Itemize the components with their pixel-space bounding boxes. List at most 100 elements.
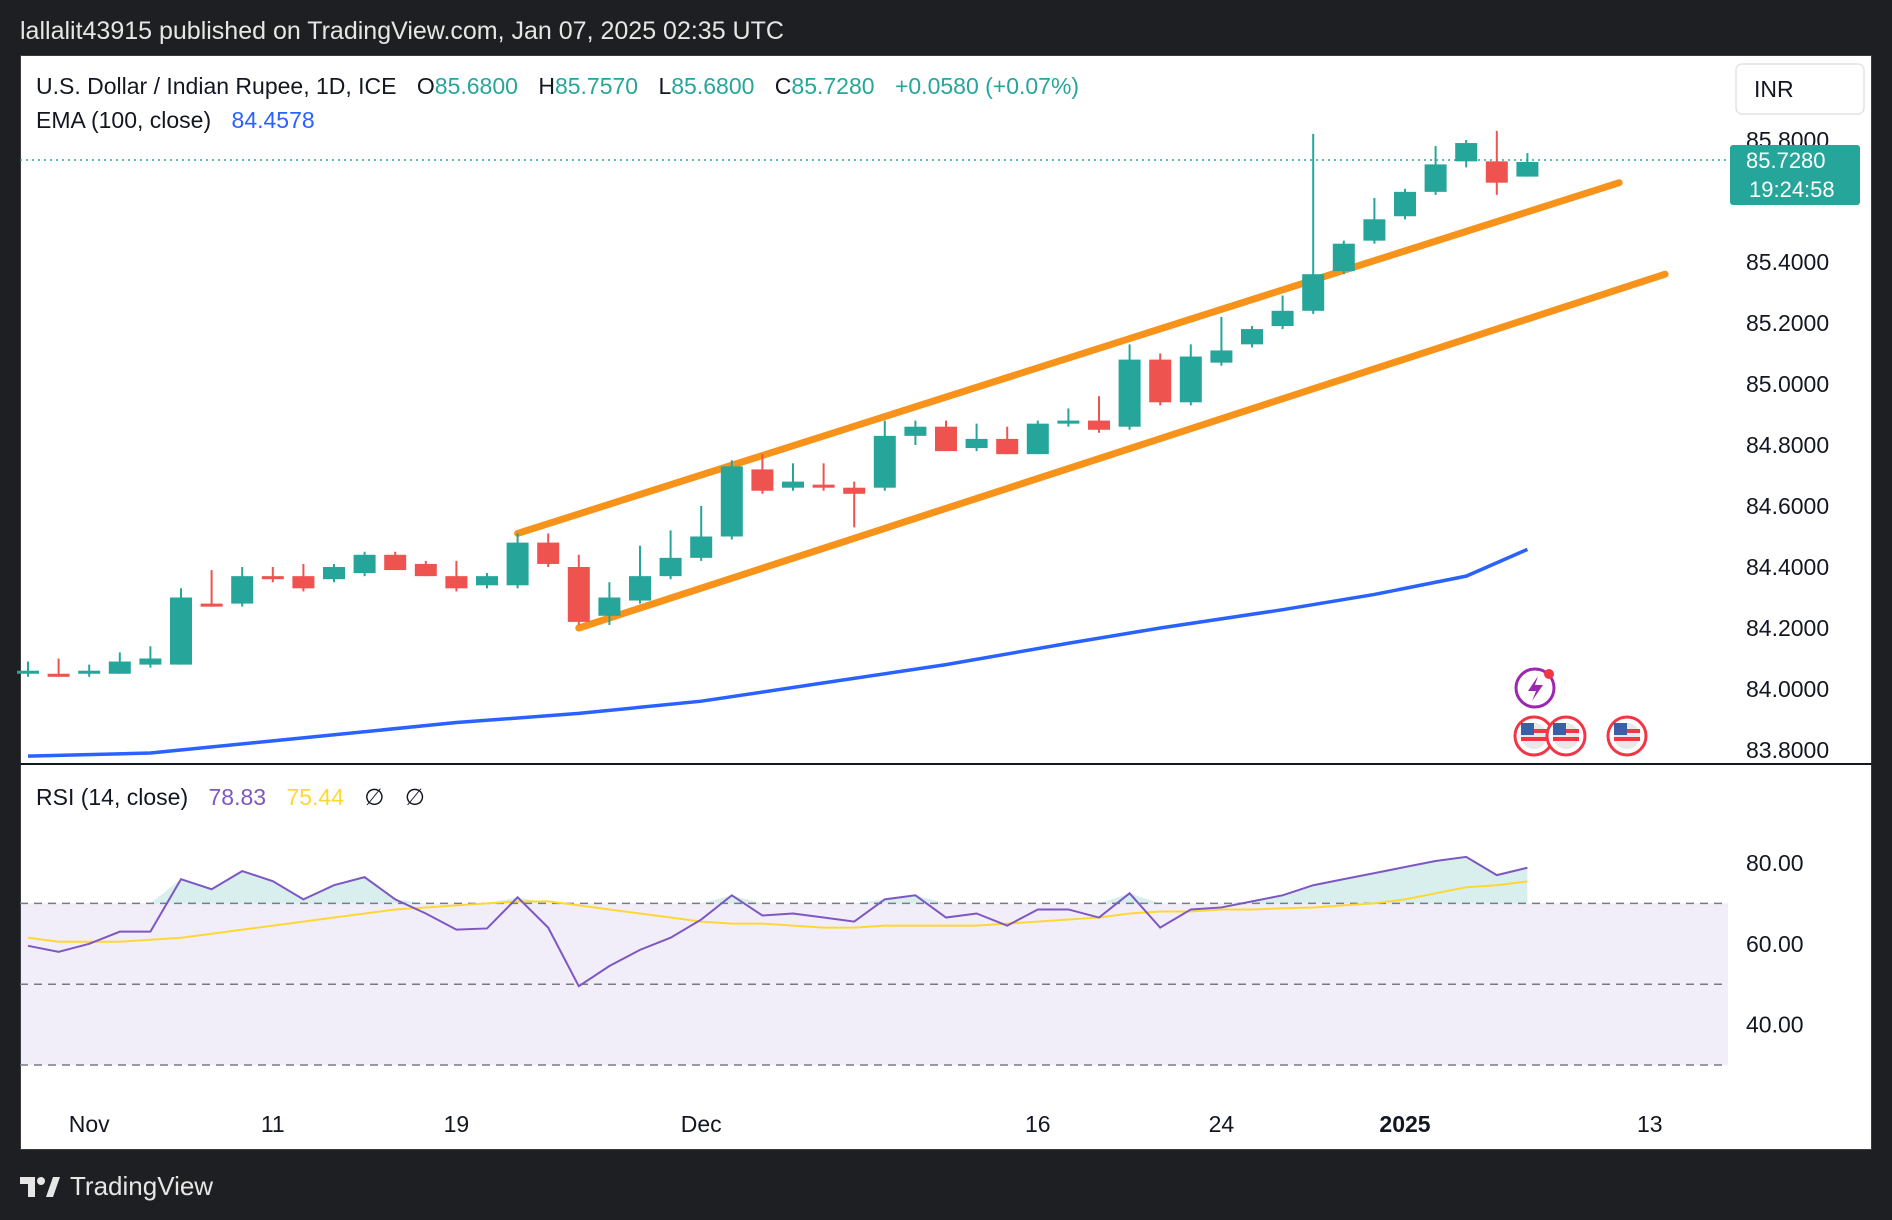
footer: TradingView: [20, 1168, 213, 1204]
candle: [629, 545, 651, 604]
candle: [782, 463, 804, 491]
us-flag-event-icon[interactable]: [1513, 715, 1555, 757]
currency-button[interactable]: INR: [1735, 63, 1865, 115]
candle: [1118, 344, 1141, 430]
candle-body: [812, 484, 835, 488]
time-axis-label: Nov: [69, 1111, 110, 1137]
rsi-axis: 80.00 60.00 40.00: [1746, 850, 1804, 1038]
candle-body: [1271, 310, 1294, 327]
candle: [1210, 316, 1233, 366]
rsi-label: RSI (14, close): [36, 784, 188, 810]
price-axis: 85.800085.400085.200085.000084.800084.60…: [1746, 127, 1829, 763]
time-axis-label: 24: [1209, 1111, 1235, 1137]
candle: [1485, 130, 1508, 195]
candle-body: [1210, 350, 1233, 363]
high-value: 85.7570: [555, 73, 638, 99]
price-axis-label: 85.4000: [1746, 249, 1829, 275]
price-axis-label: 84.4000: [1746, 554, 1829, 580]
price-axis-label: 84.6000: [1746, 493, 1829, 519]
candle-body: [445, 576, 468, 589]
candle: [78, 664, 101, 677]
price-axis-label: 85.2000: [1746, 310, 1829, 336]
candle: [720, 460, 743, 540]
candle-body: [476, 576, 498, 586]
low-label: L: [658, 73, 671, 99]
candle-body: [1241, 329, 1263, 345]
candle: [935, 420, 957, 452]
candle-body: [231, 576, 254, 604]
price-axis-label: 84.2000: [1746, 615, 1829, 641]
candle: [17, 661, 39, 677]
candle-body: [996, 438, 1019, 455]
channel-lines: [514, 179, 1669, 632]
candle-body: [200, 603, 223, 607]
candle-body: [567, 567, 590, 622]
price-axis-label: 83.8000: [1746, 737, 1829, 763]
candle-body: [353, 554, 376, 574]
candle-body: [1485, 161, 1508, 183]
candle: [598, 582, 621, 625]
us-flag-event-icon[interactable]: [1606, 715, 1648, 757]
candle-body: [720, 466, 743, 537]
candle: [1332, 240, 1355, 275]
candle: [139, 646, 162, 668]
candle: [445, 560, 468, 592]
candle: [1088, 396, 1110, 433]
rsi-value: 78.83: [209, 784, 267, 810]
candle: [170, 588, 192, 665]
rsi-axis-label: 40.00: [1746, 1012, 1804, 1038]
time-axis-label: 13: [1637, 1111, 1663, 1137]
candle: [567, 554, 590, 625]
footer-brand: TradingView: [70, 1171, 214, 1201]
last-price-tag: 85.7280 19:24:58: [1730, 145, 1860, 205]
time-axis-label: 11: [261, 1111, 285, 1137]
candle-body: [47, 673, 70, 677]
rsi-pane: [20, 855, 1728, 1066]
candle-body: [1363, 219, 1386, 241]
channel-line: [514, 179, 1623, 537]
candle: [414, 560, 437, 577]
candle-body: [414, 563, 437, 577]
candle: [292, 563, 315, 592]
candle: [690, 506, 713, 561]
candle: [476, 573, 498, 589]
channel-line: [575, 270, 1669, 632]
close-value: 85.7280: [791, 73, 874, 99]
candle-body: [506, 542, 529, 586]
candle: [659, 530, 682, 580]
rsi-na-2: ∅: [405, 784, 425, 810]
candle: [1363, 197, 1386, 244]
candle: [1424, 146, 1447, 195]
candle-body: [323, 567, 345, 580]
candle: [843, 481, 866, 528]
candle-body: [384, 554, 407, 571]
time-axis-label: 16: [1025, 1111, 1051, 1137]
candle-body: [1057, 420, 1080, 424]
us-flag-event-icon[interactable]: [1545, 715, 1587, 757]
candle-body: [1088, 420, 1110, 430]
price-tag-value: 85.7280: [1746, 148, 1826, 173]
time-axis: Nov 11 19 Dec 16 24 2025 13: [69, 1111, 1663, 1137]
rsi-line: [27, 855, 1528, 988]
candle: [904, 420, 927, 445]
candle: [108, 652, 131, 674]
low-value: 85.6800: [671, 73, 754, 99]
news-flash-icon[interactable]: [1514, 667, 1556, 709]
candle-body: [17, 670, 39, 674]
candle-body: [261, 576, 284, 580]
time-axis-label: Dec: [681, 1111, 722, 1137]
price-axis-label: 84.8000: [1746, 432, 1829, 458]
close-label: C: [775, 73, 792, 99]
chart-frame: [20, 55, 1872, 1150]
candle: [1026, 420, 1049, 455]
candle-body: [170, 597, 192, 665]
candle-body: [1424, 164, 1447, 192]
candle-body: [1026, 423, 1049, 455]
candle-body: [629, 576, 651, 601]
candle: [231, 567, 254, 607]
candle: [965, 423, 988, 452]
candle: [323, 563, 345, 583]
price-axis-label: 84.0000: [1746, 676, 1829, 702]
rsi-ma-value: 75.44: [286, 784, 344, 810]
